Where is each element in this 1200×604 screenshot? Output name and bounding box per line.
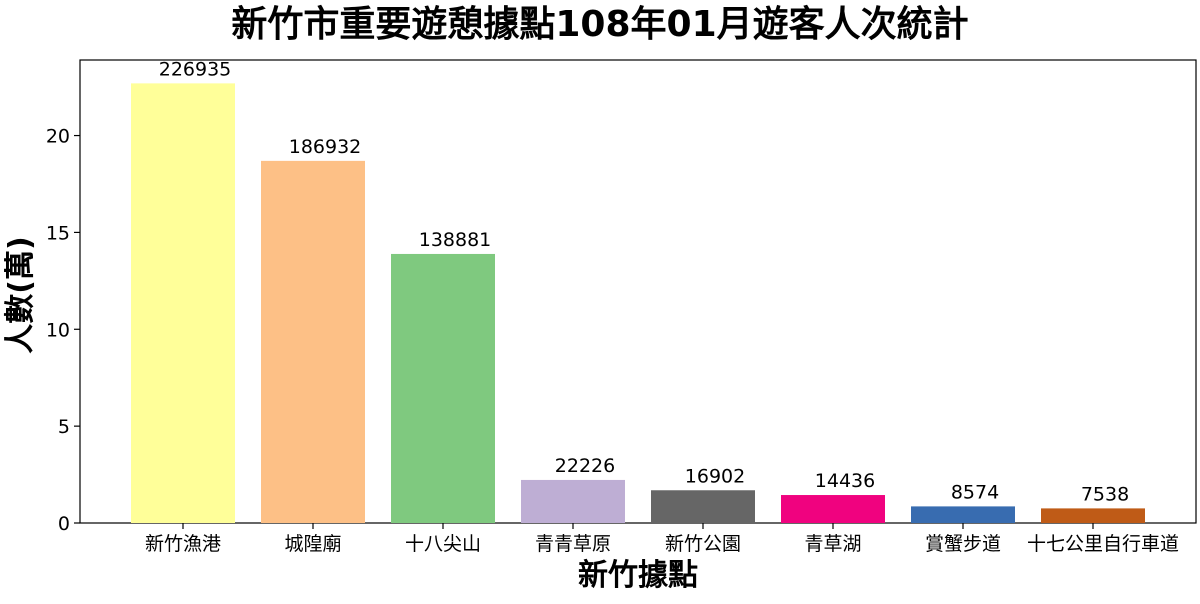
bar: [391, 253, 495, 523]
bar-value-label: 7538: [1081, 483, 1129, 505]
chart-title: 新竹市重要遊憩據點108年01月遊客人次統計: [231, 4, 968, 45]
bar: [911, 506, 1015, 523]
bar: [651, 490, 755, 523]
bar-value-label: 22226: [555, 455, 615, 477]
bar: [131, 83, 235, 524]
y-tick-label: 0: [58, 513, 70, 535]
y-axis-ticks: 0 5 10 15 20: [46, 126, 80, 535]
x-tick-label: 十七公里自行車道: [1027, 533, 1179, 555]
bar-value-label: 8574: [951, 481, 999, 503]
y-tick-label: 15: [46, 222, 70, 244]
y-tick-label: 10: [46, 319, 70, 341]
bar: [781, 495, 885, 523]
x-tick-label: 青草湖: [804, 533, 861, 555]
bar-value-label: 14436: [815, 470, 875, 492]
y-tick-label: 5: [58, 416, 70, 438]
bar-value-label: 186932: [289, 136, 362, 158]
plot-frame: [79, 59, 1197, 524]
bar-value-label: 138881: [419, 229, 492, 251]
data-labels-group: 226935 186932 138881 22226 16902 14436 8574 753…: [159, 58, 1129, 505]
bar: [261, 160, 365, 523]
bar-value-label: 226935: [159, 58, 232, 80]
x-tick-label: 城隍廟: [284, 533, 341, 555]
bar-value-label: 16902: [685, 465, 745, 487]
x-axis-ticks: 新竹漁港 城隍廟 十八尖山 青青草原 新竹公園 青草湖 賞蟹步道 十七公里自行車道: [145, 523, 1179, 555]
bars-group: [131, 83, 1145, 524]
x-tick-label: 新竹公園: [665, 533, 741, 555]
y-tick-label: 20: [46, 126, 70, 148]
x-tick-label: 青青草原: [535, 533, 611, 555]
x-tick-label: 新竹漁港: [145, 533, 221, 555]
x-tick-label: 十八尖山: [405, 533, 481, 555]
bar: [1041, 508, 1145, 523]
y-axis-label: 人數(萬): [3, 236, 38, 353]
bar: [521, 479, 625, 523]
x-tick-label: 賞蟹步道: [925, 533, 1001, 555]
x-axis-label: 新竹據點: [578, 558, 698, 593]
